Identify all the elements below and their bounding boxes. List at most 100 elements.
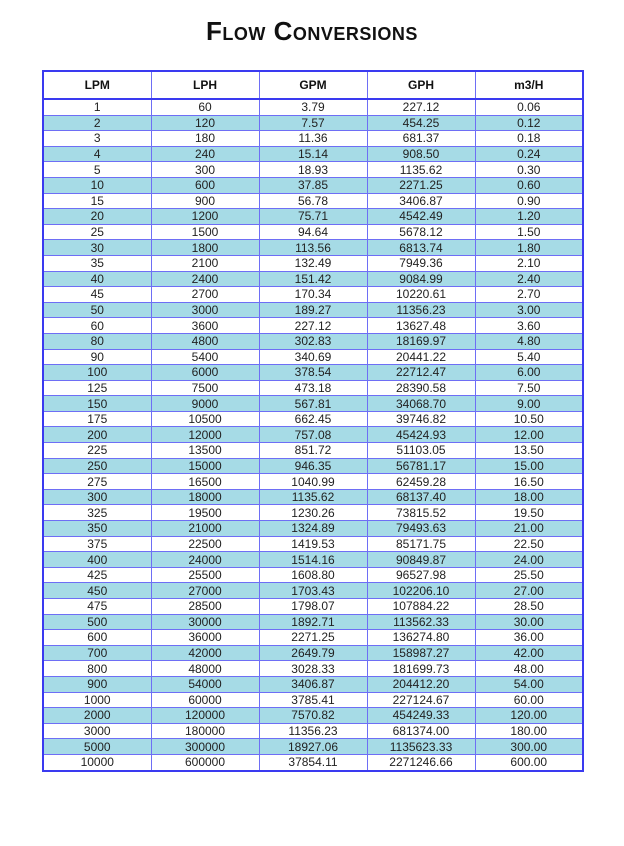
cell-gpm: 378.54 (258, 364, 368, 381)
cell-gph: 454.25 (366, 114, 476, 132)
cell-m3h: 2.70 (474, 286, 584, 303)
cell-m3h: 25.50 (474, 566, 584, 584)
cell-lph: 21000 (150, 520, 260, 537)
cell-lpm: 450 (42, 582, 152, 599)
cell-gpm: 11356.23 (258, 722, 368, 740)
cell-gph: 85171.75 (366, 535, 476, 553)
cell-lpm: 500 (42, 613, 152, 631)
cell-gph: 3406.87 (366, 192, 476, 210)
cell-m3h: 60.00 (474, 691, 584, 709)
cell-m3h: 0.90 (474, 192, 584, 210)
table-row: 225 13500 851.72 51103.05 13.50 (42, 442, 584, 459)
table-row: 150 9000 567.81 34068.70 9.00 (42, 395, 584, 412)
cell-lph: 300000 (150, 738, 260, 755)
cell-lpm: 60 (42, 317, 152, 334)
cell-m3h: 0.24 (474, 145, 584, 163)
cell-lpm: 800 (42, 660, 152, 677)
cell-lph: 180 (150, 130, 260, 147)
cell-lpm: 3000 (42, 722, 152, 740)
cell-gph: 39746.82 (366, 410, 476, 428)
cell-lpm: 4 (42, 145, 152, 163)
cell-m3h: 36.00 (474, 629, 584, 646)
table-row: 40 2400 151.42 9084.99 2.40 (42, 270, 584, 288)
table-row: 400 24000 1514.16 90849.87 24.00 (42, 551, 584, 568)
cell-lpm: 300 (42, 488, 152, 506)
table-row: 1000 60000 3785.41 227124.67 60.00 (42, 691, 584, 709)
table-row: 425 25500 1608.80 96527.98 25.50 (42, 566, 584, 584)
table-row: 200 12000 757.08 45424.93 12.00 (42, 426, 584, 444)
cell-gph: 6813.74 (366, 239, 476, 256)
cell-lpm: 25 (42, 223, 152, 241)
cell-lph: 30000 (150, 613, 260, 631)
cell-lph: 120000 (150, 707, 260, 724)
cell-lph: 3600 (150, 317, 260, 334)
cell-lph: 22500 (150, 535, 260, 553)
table-row: 20 1200 75.71 4542.49 1.20 (42, 208, 584, 225)
cell-gpm: 7.57 (258, 114, 368, 132)
cell-lph: 10500 (150, 410, 260, 428)
table-row: 475 28500 1798.07 107884.22 28.50 (42, 598, 584, 615)
cell-gph: 7949.36 (366, 254, 476, 272)
table-row: 35 2100 132.49 7949.36 2.10 (42, 254, 584, 272)
cell-lpm: 30 (42, 239, 152, 256)
cell-gph: 34068.70 (366, 395, 476, 412)
cell-gph: 62459.28 (366, 473, 476, 490)
table-row: 25 1500 94.64 5678.12 1.50 (42, 223, 584, 241)
table-row: 125 7500 473.18 28390.58 7.50 (42, 379, 584, 397)
cell-m3h: 3.60 (474, 317, 584, 334)
cell-lpm: 475 (42, 598, 152, 615)
cell-gpm: 1419.53 (258, 535, 368, 553)
column-header-lph: LPH (150, 70, 260, 100)
cell-gpm: 18927.06 (258, 738, 368, 755)
cell-gpm: 473.18 (258, 379, 368, 397)
cell-lpm: 700 (42, 644, 152, 662)
table-row: 800 48000 3028.33 181699.73 48.00 (42, 660, 584, 677)
cell-lph: 600 (150, 176, 260, 194)
cell-lph: 2400 (150, 270, 260, 288)
cell-gpm: 946.35 (258, 457, 368, 475)
cell-lpm: 90 (42, 348, 152, 366)
cell-m3h: 19.50 (474, 504, 584, 522)
cell-m3h: 42.00 (474, 644, 584, 662)
cell-gpm: 2649.79 (258, 644, 368, 662)
table-row: 2 120 7.57 454.25 0.12 (42, 114, 584, 132)
cell-lph: 15000 (150, 457, 260, 475)
cell-lpm: 2 (42, 114, 152, 132)
cell-gpm: 1798.07 (258, 598, 368, 615)
cell-gph: 227.12 (366, 98, 476, 116)
cell-gpm: 151.42 (258, 270, 368, 288)
cell-gph: 90849.87 (366, 551, 476, 568)
cell-gpm: 2271.25 (258, 629, 368, 646)
table-row: 10000 600000 37854.11 2271246.66 600.00 (42, 753, 584, 772)
cell-lpm: 2000 (42, 707, 152, 724)
cell-m3h: 15.00 (474, 457, 584, 475)
cell-m3h: 7.50 (474, 379, 584, 397)
page-title: Flow Conversions (206, 16, 418, 46)
cell-gpm: 3406.87 (258, 675, 368, 693)
cell-m3h: 600.00 (474, 753, 584, 772)
cell-m3h: 3.00 (474, 301, 584, 319)
cell-gpm: 1892.71 (258, 613, 368, 631)
cell-lph: 54000 (150, 675, 260, 693)
cell-gph: 13627.48 (366, 317, 476, 334)
cell-m3h: 1.20 (474, 208, 584, 225)
cell-m3h: 2.10 (474, 254, 584, 272)
cell-gpm: 7570.82 (258, 707, 368, 724)
table-row: 5 300 18.93 1135.62 0.30 (42, 161, 584, 178)
cell-gpm: 1230.26 (258, 504, 368, 522)
cell-lpm: 225 (42, 442, 152, 459)
cell-gph: 10220.61 (366, 286, 476, 303)
cell-gpm: 37.85 (258, 176, 368, 194)
cell-m3h: 2.40 (474, 270, 584, 288)
cell-lpm: 15 (42, 192, 152, 210)
table-row: 700 42000 2649.79 158987.27 42.00 (42, 644, 584, 662)
cell-gph: 28390.58 (366, 379, 476, 397)
cell-m3h: 13.50 (474, 442, 584, 459)
cell-gpm: 1040.99 (258, 473, 368, 490)
cell-lpm: 125 (42, 379, 152, 397)
cell-m3h: 22.50 (474, 535, 584, 553)
cell-m3h: 27.00 (474, 582, 584, 599)
cell-lph: 9000 (150, 395, 260, 412)
cell-m3h: 9.00 (474, 395, 584, 412)
cell-m3h: 28.50 (474, 598, 584, 615)
